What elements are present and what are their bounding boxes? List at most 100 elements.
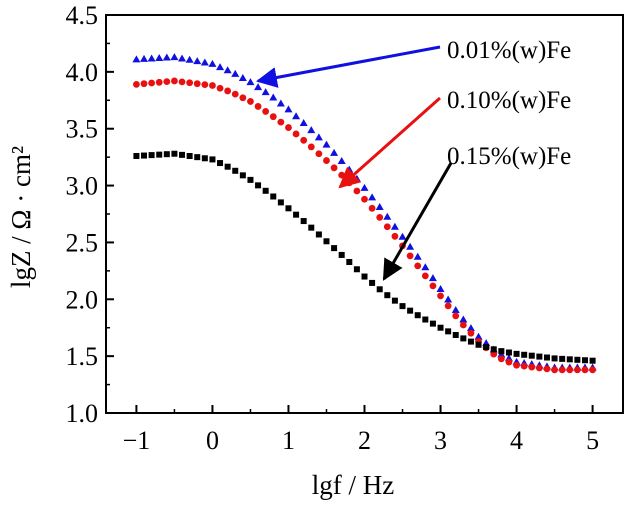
data-point-square: [201, 155, 208, 162]
data-point-square: [543, 354, 550, 361]
data-point-square: [133, 153, 140, 160]
x-axis-tick-labels: −1 0 1 2 3 4 5: [123, 426, 600, 455]
series-circle: [133, 77, 596, 374]
data-point-circle: [467, 329, 475, 337]
data-point-circle: [429, 282, 437, 290]
data-point-square: [452, 331, 459, 338]
data-point-triangle: [178, 54, 187, 62]
data-point-square: [293, 211, 300, 218]
data-point-square: [460, 335, 467, 342]
data-point-triangle: [208, 59, 217, 67]
data-point-circle: [209, 82, 216, 89]
data-point-square: [536, 353, 543, 360]
data-point-triangle: [360, 183, 369, 191]
data-point-triangle: [314, 133, 323, 141]
data-point-square: [498, 348, 505, 355]
data-point-circle: [247, 98, 254, 105]
data-point-square: [315, 231, 322, 238]
data-point-square: [148, 152, 155, 159]
annotation-arrow: [255, 45, 441, 88]
y-tick-label: 3.5: [66, 115, 99, 144]
data-point-circle: [376, 214, 384, 221]
data-point-triangle: [254, 83, 263, 91]
data-point-square: [262, 187, 269, 194]
data-point-circle: [361, 195, 368, 203]
data-point-square: [156, 151, 163, 158]
data-point-triangle: [140, 54, 149, 62]
data-point-square: [414, 312, 421, 319]
y-axis-title: lgZ / Ω · cm²: [6, 146, 36, 288]
data-point-circle: [323, 157, 330, 164]
x-tick-label: 2: [358, 426, 371, 455]
data-point-circle: [269, 113, 277, 121]
data-point-square: [422, 316, 429, 323]
data-point-square: [232, 167, 239, 174]
data-point-circle: [589, 366, 596, 374]
data-point-square: [255, 182, 262, 189]
data-point-circle: [186, 79, 194, 87]
data-point-square: [407, 307, 414, 314]
data-point-circle: [505, 358, 513, 366]
data-point-triangle: [246, 78, 255, 86]
data-point-circle: [444, 302, 452, 310]
data-point-circle: [520, 362, 528, 370]
data-point-triangle: [459, 315, 468, 323]
data-point-square: [399, 303, 406, 310]
data-point-circle: [551, 366, 558, 374]
x-tick-label: 5: [586, 426, 599, 455]
data-point-triangle: [147, 54, 156, 62]
y-tick-label: 4.0: [66, 58, 99, 87]
x-tick-label: 1: [282, 426, 295, 455]
data-point-circle: [254, 103, 262, 110]
data-point-triangle: [170, 53, 179, 61]
data-point-square: [217, 160, 224, 167]
data-point-circle: [171, 77, 178, 85]
data-point-square: [429, 320, 436, 327]
series-square: [133, 150, 596, 364]
data-point-circle: [437, 292, 444, 300]
data-point-triangle: [307, 126, 316, 134]
y-tick-label: 2.5: [66, 228, 99, 257]
data-point-circle: [216, 84, 224, 92]
data-point-triangle: [185, 55, 194, 63]
data-point-circle: [383, 223, 391, 231]
data-point-triangle: [155, 53, 164, 61]
data-point-square: [247, 176, 254, 183]
data-point-triangle: [368, 193, 377, 201]
plot-frame: [105, 14, 624, 414]
data-point-square: [445, 328, 452, 335]
data-point-circle: [224, 87, 232, 95]
data-point-circle: [391, 232, 399, 240]
data-point-triangle: [132, 55, 141, 63]
data-point-circle: [528, 363, 536, 371]
data-point-square: [338, 251, 345, 258]
data-point-square: [566, 356, 573, 363]
data-point-triangle: [162, 53, 171, 61]
data-point-circle: [535, 364, 543, 372]
data-point-circle: [140, 80, 148, 88]
annotation-label: 0.01%(w)Fe: [447, 37, 571, 64]
y-tick-label: 4.5: [66, 1, 99, 30]
data-point-circle: [406, 252, 414, 260]
data-point-circle: [315, 150, 323, 158]
data-point-circle: [573, 366, 581, 374]
data-point-square: [483, 344, 490, 351]
data-point-triangle: [421, 263, 430, 271]
data-point-square: [353, 266, 360, 273]
data-point-triangle: [216, 63, 225, 71]
data-point-square: [391, 297, 398, 304]
annotation-arrow: [338, 96, 441, 189]
data-point-triangle: [223, 66, 232, 74]
data-point-circle: [353, 187, 361, 195]
data-point-square: [475, 341, 482, 348]
data-point-triangle: [436, 285, 445, 293]
data-point-circle: [452, 312, 460, 320]
data-point-circle: [497, 355, 505, 363]
annotation-layer: 0.01%(w)Fe 0.10%(w)Fe 0.15%(w)Fe: [255, 37, 571, 281]
data-point-triangle: [451, 305, 460, 313]
data-point-square: [224, 163, 231, 170]
annotation-label: 0.15%(w)Fe: [447, 143, 571, 170]
data-point-square: [239, 172, 246, 179]
data-point-square: [270, 193, 277, 200]
